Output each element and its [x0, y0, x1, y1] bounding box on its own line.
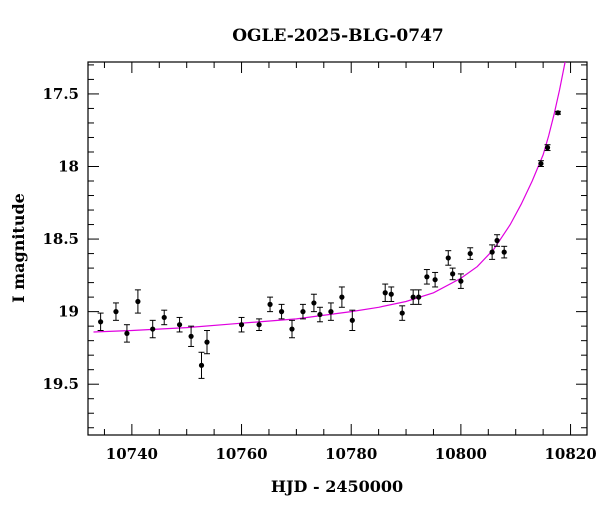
data-point — [449, 267, 456, 281]
point-marker — [382, 290, 388, 296]
x-tick-label: 10820 — [544, 445, 596, 463]
point-marker — [489, 249, 495, 255]
point-marker — [124, 330, 130, 337]
point-marker — [388, 291, 394, 297]
y-axis-label: I magnitude — [9, 193, 28, 303]
data-point — [134, 289, 141, 314]
y-tick-label: 18.5 — [42, 230, 79, 248]
point-marker — [289, 326, 295, 332]
point-marker — [278, 309, 285, 315]
plot-frame — [87, 61, 588, 436]
data-point — [278, 303, 285, 320]
point-marker — [349, 317, 355, 323]
point-marker — [300, 309, 306, 315]
data-point — [467, 247, 474, 260]
point-marker — [501, 249, 507, 255]
y-tick-label: 19 — [58, 303, 79, 321]
point-marker — [113, 309, 119, 315]
data-point — [97, 312, 104, 332]
data-point — [316, 306, 323, 323]
x-axis-label: HJD - 2450000 — [271, 477, 403, 496]
data-point — [457, 273, 464, 289]
data-point — [149, 319, 156, 339]
data-point — [112, 302, 119, 321]
data-point — [410, 289, 417, 305]
data-point — [288, 319, 295, 339]
chart-title: OGLE-2025-BLG-0747 — [232, 26, 444, 46]
point-marker — [339, 294, 345, 300]
y-tick-label: 17.5 — [42, 85, 79, 103]
point-marker — [445, 255, 451, 261]
data-point — [501, 245, 508, 259]
data-point — [432, 271, 439, 288]
point-marker — [410, 294, 416, 300]
data-point — [310, 293, 317, 313]
data-point — [494, 234, 501, 247]
data-point — [176, 316, 183, 333]
point-marker — [432, 277, 438, 283]
y-tick-label: 18 — [58, 157, 79, 175]
data-point — [299, 303, 306, 320]
point-marker — [458, 278, 464, 284]
point-marker — [467, 250, 473, 257]
point-marker — [198, 362, 205, 368]
point-marker — [450, 271, 456, 277]
y-axis: 17.5 18 18.5 19 19.5 — [42, 64, 587, 429]
point-marker — [256, 322, 262, 328]
x-tick-label: 10780 — [325, 445, 377, 463]
point-marker — [317, 311, 323, 318]
point-marker — [267, 301, 273, 307]
data-point — [203, 330, 210, 355]
data-point — [349, 309, 356, 332]
point-marker — [161, 314, 167, 321]
data-point — [415, 289, 422, 305]
point-marker — [238, 322, 245, 328]
point-marker — [424, 274, 430, 280]
data-point — [267, 296, 274, 313]
point-marker — [555, 110, 561, 116]
data-point — [256, 318, 263, 332]
data-point — [489, 244, 496, 260]
data-point — [338, 286, 345, 308]
data-point — [388, 286, 395, 302]
point-marker — [176, 322, 183, 328]
data-point — [544, 144, 551, 152]
y-tick-label: 19.5 — [42, 375, 79, 393]
data-point — [198, 351, 205, 379]
x-tick-label: 10740 — [106, 445, 158, 463]
data-point — [238, 316, 245, 333]
point-marker — [538, 160, 544, 167]
data-point — [123, 324, 130, 343]
point-marker — [98, 319, 104, 325]
point-marker — [399, 310, 405, 316]
data-point — [327, 302, 334, 321]
data-point — [161, 309, 168, 326]
point-marker — [328, 309, 334, 315]
point-marker — [311, 300, 317, 306]
point-marker — [494, 237, 500, 244]
point-marker — [544, 145, 551, 151]
point-marker — [188, 333, 194, 339]
data-point — [537, 160, 544, 167]
point-marker — [135, 298, 141, 305]
model-curve-layer — [93, 61, 566, 333]
x-axis: 10740 10760 10780 10800 10820 — [103, 62, 597, 463]
x-tick-label: 10800 — [435, 445, 487, 463]
point-marker — [416, 294, 422, 300]
point-marker — [204, 339, 210, 345]
data-point — [382, 283, 389, 302]
point-marker — [150, 326, 156, 332]
model-curve — [93, 61, 566, 333]
x-tick-label: 10760 — [215, 445, 267, 463]
data-point — [554, 110, 561, 116]
data-point — [423, 269, 430, 285]
data-point — [445, 250, 452, 266]
data-point — [188, 325, 195, 347]
data-point — [399, 305, 406, 321]
data-points-layer — [97, 110, 561, 379]
